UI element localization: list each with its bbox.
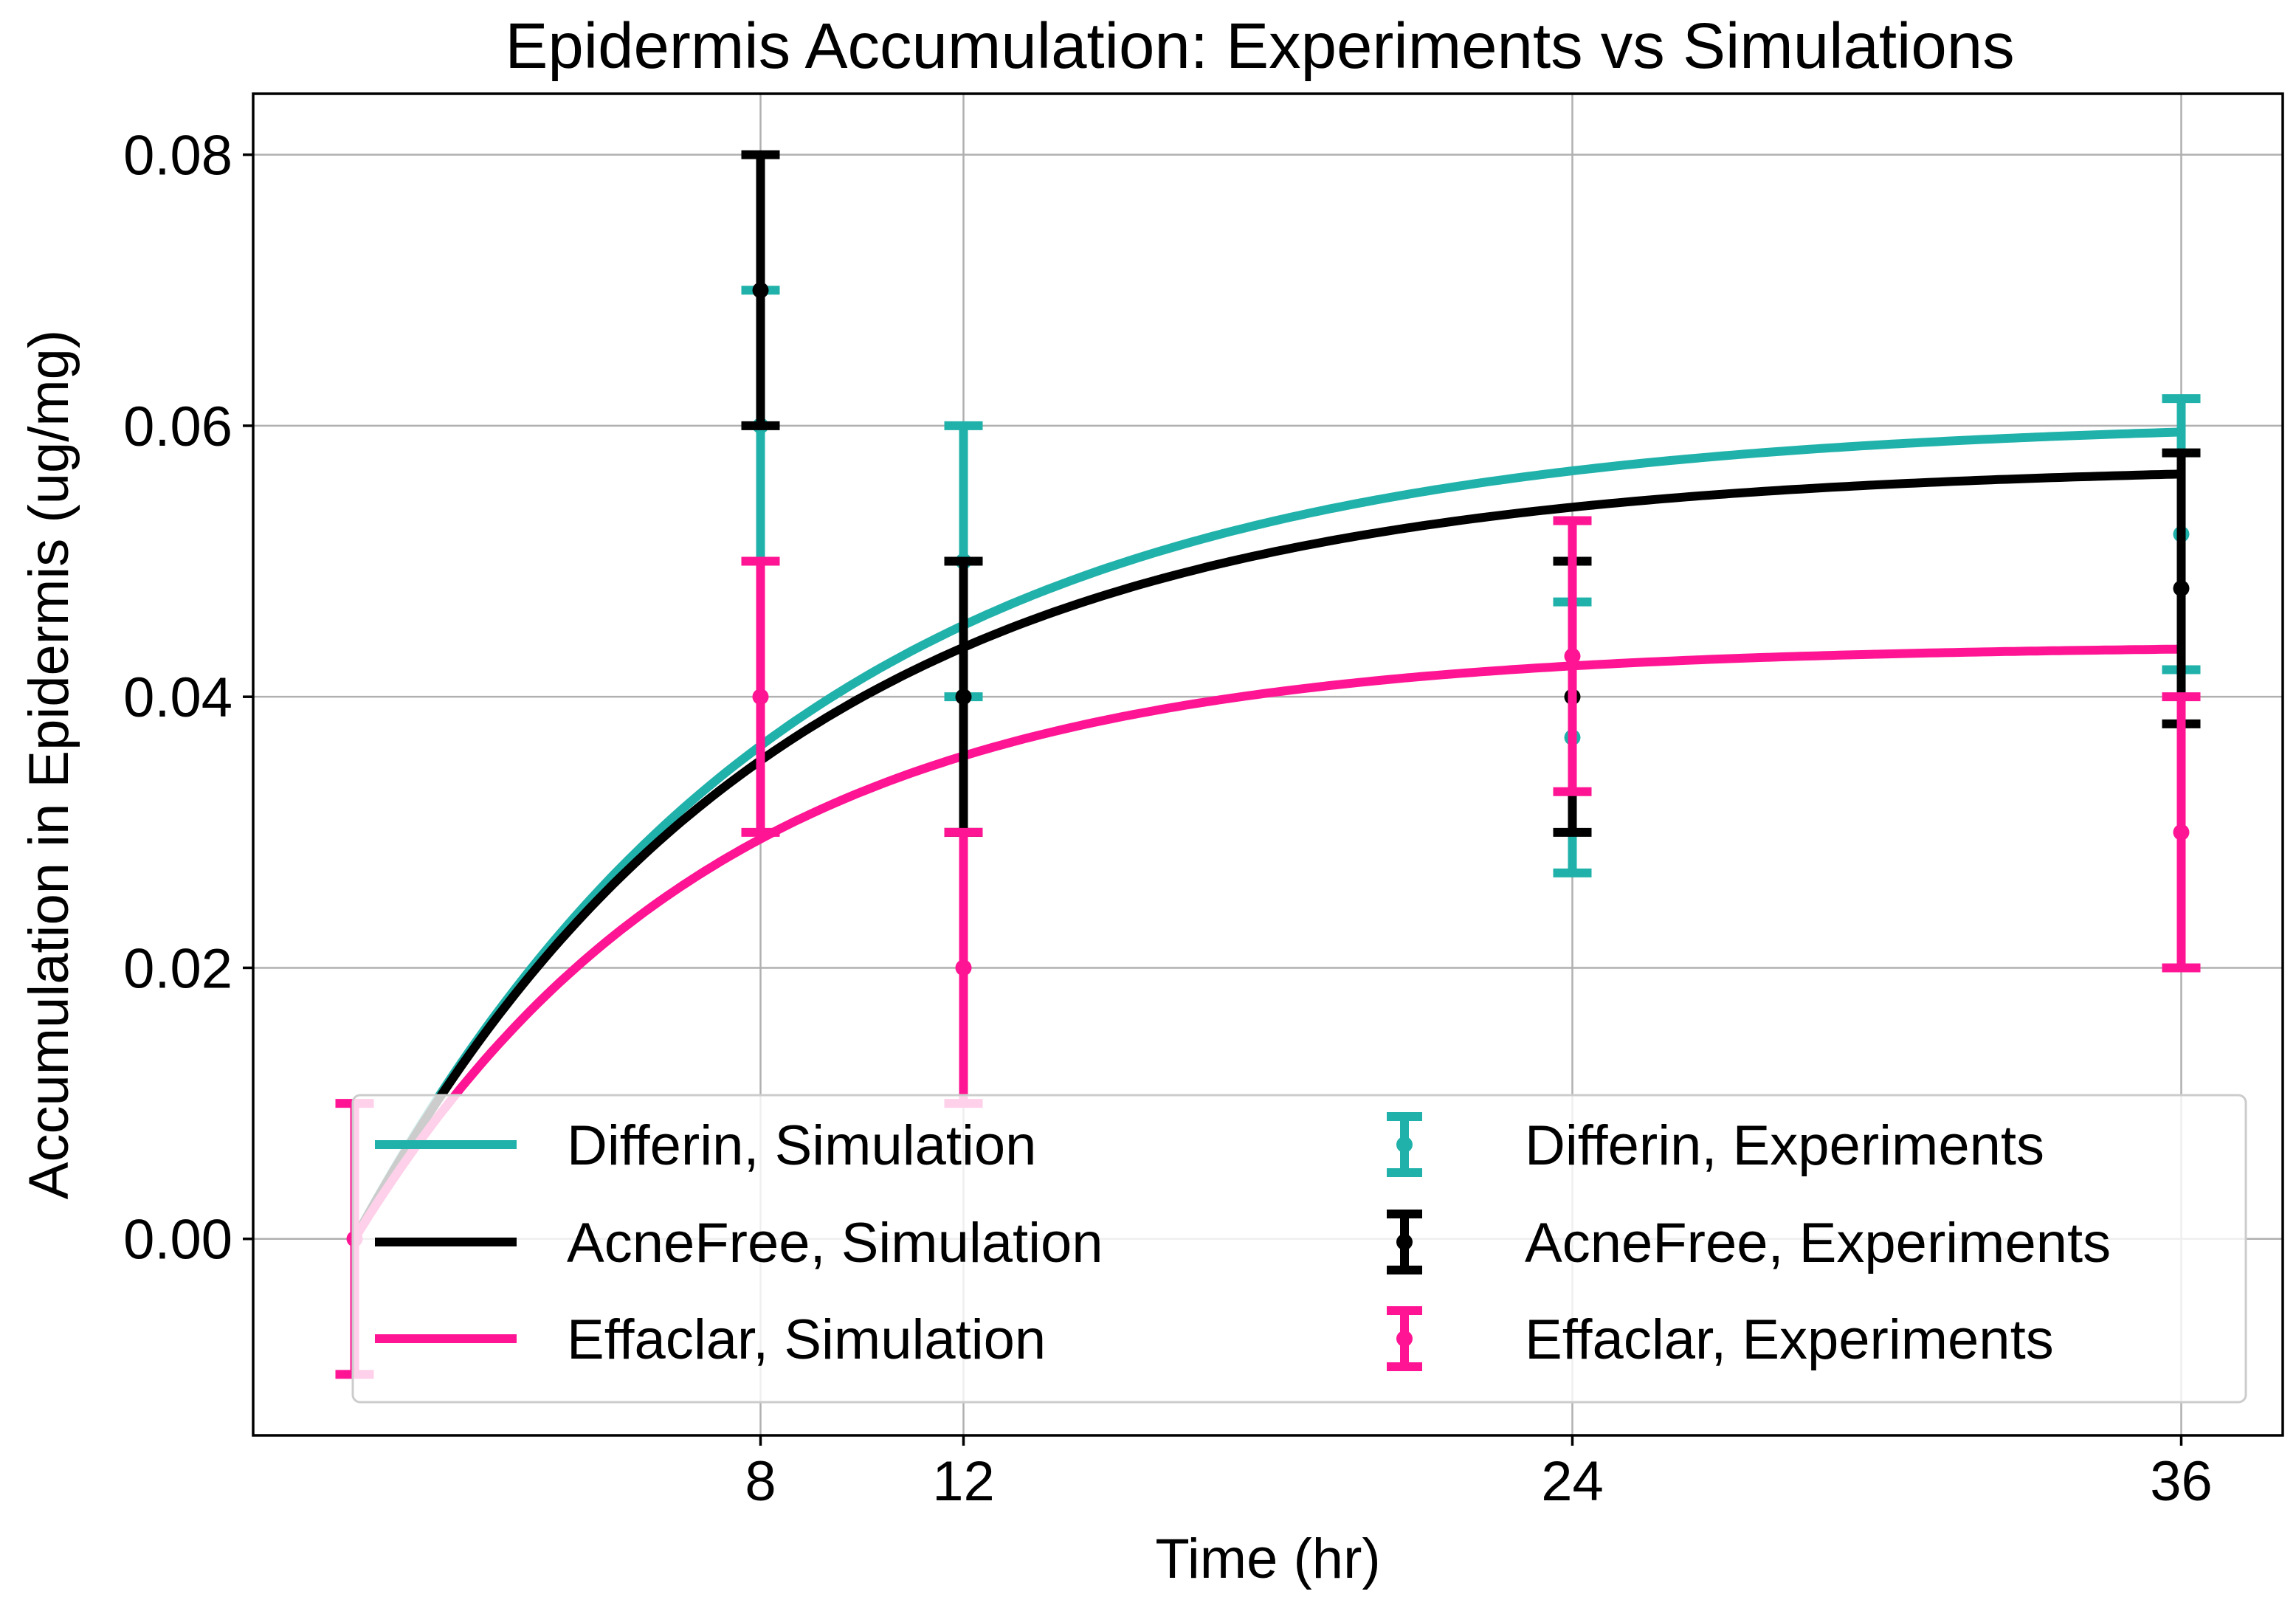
simulation-curves [351, 427, 2182, 1241]
data-point [752, 689, 769, 706]
y-tick-label: 0.00 [123, 1209, 232, 1272]
legend-label: Differin, Simulation [567, 1114, 1036, 1177]
plot-frame [252, 92, 2284, 1437]
data-point [2173, 580, 2190, 597]
experiment-errorbars [335, 150, 2201, 1379]
legend: Differin, Simulation AcneFree, Simulation… [351, 1094, 2247, 1404]
y-tick-label: 0.08 [123, 125, 232, 187]
x-tick-label: 12 [932, 1450, 995, 1513]
data-point [1564, 648, 1581, 665]
data-point [955, 959, 972, 976]
legend-point-marker [1396, 1331, 1413, 1347]
legend-label: Effaclar, Experiments [1525, 1308, 2054, 1371]
x-tick-label: 8 [745, 1450, 776, 1513]
axis-ticks: 8 12 24 36 0.00 0.02 0.04 0.06 0.08 [123, 125, 2213, 1513]
legend-label: AcneFree, Simulation [567, 1212, 1103, 1274]
legend-label: Differin, Experiments [1525, 1114, 2044, 1177]
y-axis-label: Accumulation in Epidermis (ug/mg) [18, 330, 80, 1199]
legend-box [351, 1094, 2247, 1404]
simulation-line [351, 427, 2182, 1241]
simulation-line [351, 644, 2182, 1241]
y-tick-label: 0.02 [123, 937, 232, 1000]
legend-point-marker [1396, 1136, 1413, 1153]
data-point [2173, 824, 2190, 841]
y-tick-label: 0.04 [123, 666, 232, 729]
legend-point-marker [1396, 1234, 1413, 1250]
data-point [955, 689, 972, 706]
y-tick-label: 0.06 [123, 396, 232, 458]
chart-title: Epidermis Accumulation: Experiments vs S… [505, 10, 2014, 82]
legend-label: Effaclar, Simulation [567, 1308, 1046, 1371]
simulation-line [351, 469, 2182, 1241]
legend-label: AcneFree, Experiments [1525, 1212, 2111, 1274]
data-point [752, 282, 769, 299]
x-axis-label: Time (hr) [1155, 1528, 1380, 1590]
x-tick-label: 24 [1541, 1450, 1604, 1513]
x-tick-label: 36 [2150, 1450, 2213, 1513]
